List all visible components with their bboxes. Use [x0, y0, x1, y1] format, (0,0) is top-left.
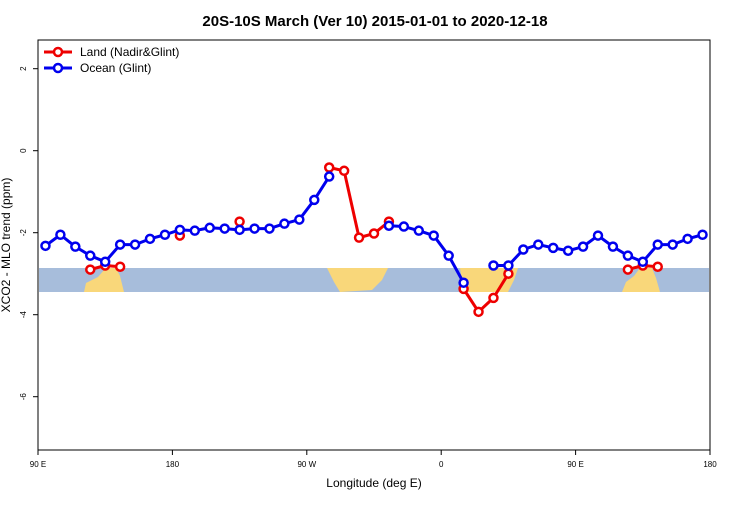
data-point	[129, 239, 141, 250]
data-point	[667, 239, 678, 250]
y-tick-label: 0	[19, 148, 28, 153]
legend-label: Land (Nadir&Glint)	[80, 45, 179, 59]
data-point	[562, 245, 574, 256]
data-point	[652, 261, 663, 272]
data-point	[99, 256, 111, 268]
data-point	[309, 194, 320, 206]
data-point	[323, 171, 335, 182]
data-point	[338, 165, 350, 177]
x-tick-label: 90 E	[30, 460, 46, 469]
data-point	[40, 240, 51, 252]
x-tick-label: 180	[703, 460, 717, 469]
data-point	[249, 223, 260, 234]
x-tick-label: 180	[166, 460, 180, 469]
y-tick-label: -4	[19, 311, 28, 319]
data-point	[189, 225, 201, 236]
data-point	[413, 225, 425, 236]
data-point	[652, 239, 663, 250]
data-point	[159, 229, 171, 240]
legend-marker	[52, 46, 64, 58]
chart-title: 20S-10S March (Ver 10) 2015-01-01 to 202…	[202, 13, 547, 30]
x-axis-label: Longitude (deg E)	[326, 476, 421, 490]
data-point	[622, 264, 634, 275]
surface-mask	[39, 268, 709, 292]
legend-label: Ocean (Glint)	[80, 61, 151, 75]
data-point	[85, 264, 96, 275]
data-point	[264, 223, 275, 234]
data-point	[55, 229, 66, 240]
data-point	[368, 228, 380, 239]
legend-marker	[52, 62, 64, 74]
data-point	[533, 239, 544, 250]
data-point	[114, 239, 126, 250]
data-point	[488, 260, 499, 271]
data-point	[353, 232, 365, 243]
data-point	[458, 277, 469, 288]
y-tick-label: -6	[19, 393, 28, 401]
data-point	[607, 241, 619, 252]
data-point	[219, 223, 230, 234]
data-point	[85, 250, 96, 261]
data-point	[473, 306, 484, 318]
data-point	[577, 241, 589, 252]
x-tick-label: 90 W	[297, 460, 316, 469]
data-point	[637, 256, 649, 268]
x-tick-label: 0	[439, 460, 444, 469]
data-point	[114, 261, 126, 272]
data-point	[70, 241, 81, 252]
land-area	[622, 268, 660, 292]
data-point	[697, 229, 708, 240]
data-point	[428, 230, 439, 241]
data-point	[443, 250, 454, 261]
data-point	[592, 230, 604, 241]
y-tick-label: 2	[19, 66, 28, 71]
data-point	[622, 250, 634, 261]
data-point	[234, 216, 245, 227]
land-area	[327, 268, 388, 292]
data-point	[488, 292, 499, 304]
y-tick-label: -2	[19, 229, 28, 237]
data-point	[518, 244, 529, 255]
land-area	[84, 268, 124, 292]
data-point	[174, 224, 186, 236]
data-point	[682, 233, 693, 245]
plot-frame	[37, 39, 711, 451]
data-point	[398, 221, 410, 232]
data-point	[503, 268, 514, 279]
data-point	[279, 218, 290, 229]
data-point	[234, 224, 245, 236]
data-point	[503, 260, 514, 271]
data-point	[383, 220, 395, 231]
x-tick-label: 90 E	[567, 460, 583, 469]
data-point	[144, 233, 156, 245]
data-point	[294, 214, 305, 225]
y-axis-label: XCO2 - MLO trend (ppm)	[0, 178, 13, 313]
data-point	[547, 242, 559, 254]
data-point	[204, 222, 215, 234]
data-point	[323, 162, 335, 173]
